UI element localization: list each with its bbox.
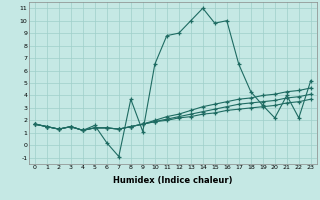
X-axis label: Humidex (Indice chaleur): Humidex (Indice chaleur): [113, 176, 233, 185]
